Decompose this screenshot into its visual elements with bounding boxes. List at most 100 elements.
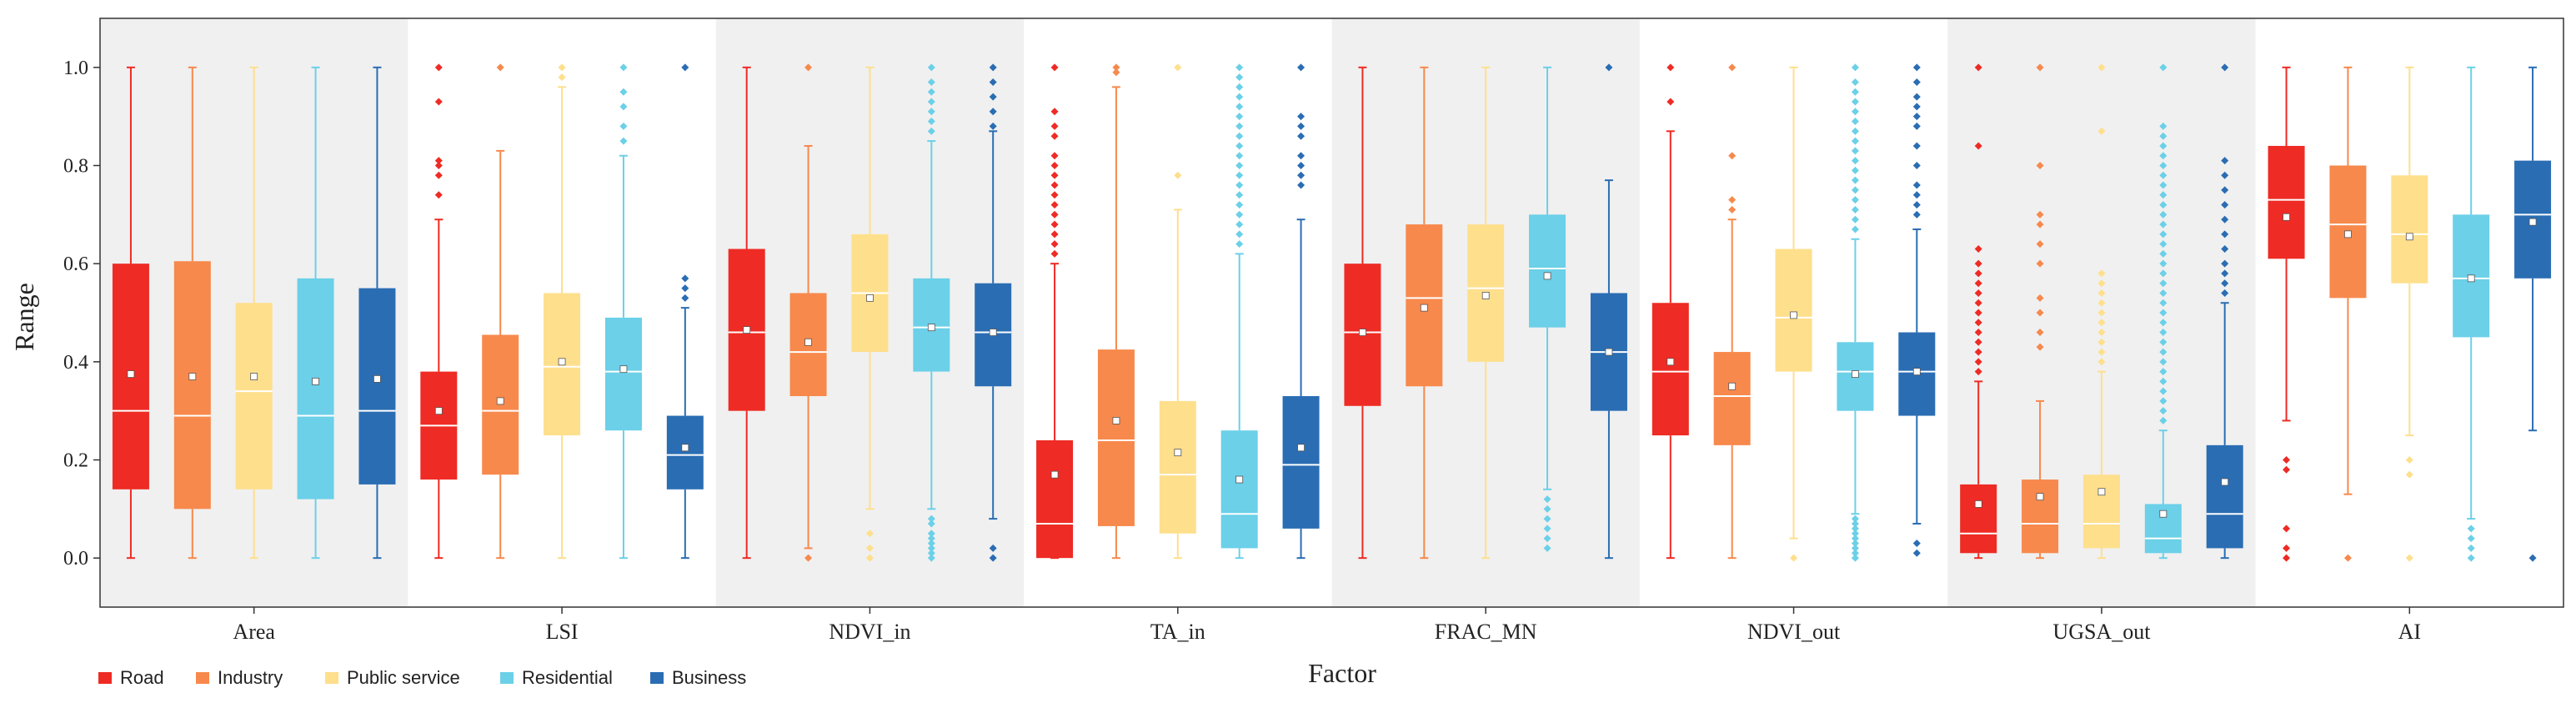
outlier-point bbox=[2159, 407, 2168, 415]
outlier-point bbox=[1235, 103, 1244, 111]
outlier-point bbox=[865, 530, 874, 538]
outlier-point bbox=[1974, 348, 1982, 356]
outlier-point bbox=[2159, 259, 2168, 268]
category-group-FRAC_MN bbox=[1344, 63, 1627, 560]
outlier-point bbox=[1050, 171, 1059, 179]
outlier-point bbox=[434, 191, 443, 199]
box-NDVI_out-Industry bbox=[1713, 63, 1751, 560]
legend-item-Public service: Public service bbox=[325, 667, 460, 688]
outlier-point bbox=[1974, 319, 1982, 327]
outlier-point bbox=[1851, 127, 1859, 135]
legend-label: Residential bbox=[522, 667, 613, 688]
outlier-point bbox=[2221, 186, 2229, 194]
outlier-point bbox=[681, 294, 689, 302]
iqr-box bbox=[482, 334, 519, 475]
outlier-point bbox=[1050, 191, 1059, 199]
outlier-point bbox=[681, 284, 689, 293]
outlier-point bbox=[2405, 456, 2413, 464]
outlier-point bbox=[1235, 220, 1244, 228]
outlier-point bbox=[927, 530, 935, 538]
outlier-point bbox=[1851, 78, 1859, 86]
axes-frame bbox=[99, 18, 2564, 608]
box-TA_in-Business bbox=[1282, 63, 1320, 560]
outlier-point bbox=[2159, 338, 2168, 346]
outlier-point bbox=[927, 549, 935, 557]
outlier-point bbox=[927, 544, 935, 552]
mean-marker bbox=[2467, 274, 2475, 283]
mean-marker bbox=[1050, 470, 1059, 479]
mean-marker bbox=[1297, 444, 1305, 452]
box-Area-Public service bbox=[235, 66, 273, 560]
outlier-point bbox=[2159, 201, 2168, 209]
outlier-point bbox=[1974, 269, 1982, 278]
outlier-point bbox=[2036, 259, 2044, 268]
outlier-point bbox=[1543, 535, 1551, 543]
outlier-point bbox=[496, 63, 504, 72]
outlier-point bbox=[2036, 63, 2044, 72]
legend: Road Industry Public service Residential Bus… bbox=[98, 667, 746, 688]
outlier-point bbox=[2159, 368, 2168, 376]
outlier-point bbox=[2159, 249, 2168, 258]
iqr-box bbox=[2022, 480, 2059, 554]
mean-marker bbox=[434, 407, 443, 415]
y-tick-label: 0.8 bbox=[63, 156, 88, 178]
iqr-box bbox=[1960, 484, 1997, 554]
outlier-point bbox=[1851, 63, 1859, 72]
outlier-point bbox=[1851, 157, 1859, 165]
outlier-point bbox=[1050, 152, 1059, 160]
box-AI-Business bbox=[2514, 66, 2552, 562]
outlier-point bbox=[2159, 191, 2168, 199]
outlier-point bbox=[2097, 63, 2106, 72]
legend-label: Industry bbox=[218, 667, 283, 688]
outlier-point bbox=[1174, 63, 1182, 72]
box-FRAC_MN-Road bbox=[1344, 66, 1381, 560]
outlier-point bbox=[1851, 530, 1859, 538]
box-AI-Residential bbox=[2453, 66, 2490, 562]
outlier-point bbox=[2221, 63, 2229, 72]
outlier-point bbox=[2159, 289, 2168, 297]
mean-marker bbox=[866, 294, 874, 302]
outlier-point bbox=[1851, 215, 1859, 223]
outlier-point bbox=[2159, 240, 2168, 249]
outlier-point bbox=[1728, 205, 1737, 213]
outlier-point bbox=[804, 554, 813, 562]
outlier-point bbox=[619, 63, 628, 72]
outlier-point bbox=[619, 137, 628, 145]
y-tick-label: 0.2 bbox=[63, 450, 88, 472]
outlier-point bbox=[2159, 377, 2168, 385]
outlier-point bbox=[1050, 181, 1059, 189]
outlier-point bbox=[2221, 289, 2229, 297]
mean-marker bbox=[373, 375, 381, 383]
outlier-point bbox=[2097, 348, 2106, 356]
outlier-point bbox=[2221, 215, 2229, 223]
outlier-point bbox=[1050, 249, 1059, 258]
outlier-point bbox=[2159, 210, 2168, 218]
legend-label: Public service bbox=[347, 667, 460, 688]
outlier-point bbox=[2159, 152, 2168, 160]
iqr-box bbox=[1036, 439, 1074, 559]
box-AI-Public service bbox=[2391, 66, 2428, 562]
box-Area-Road bbox=[112, 66, 149, 560]
outlier-point bbox=[1235, 113, 1244, 121]
box-LSI-Road bbox=[420, 63, 458, 560]
iqr-box bbox=[1529, 214, 1566, 328]
y-axis: 0.0 0.2 0.4 0.6 0.8 1.0 bbox=[63, 58, 100, 570]
outlier-point bbox=[989, 544, 997, 552]
mean-marker bbox=[1790, 311, 1797, 319]
outlier-point bbox=[927, 78, 935, 86]
outlier-point bbox=[2159, 63, 2168, 72]
mean-marker bbox=[2344, 230, 2352, 239]
mean-marker bbox=[2097, 488, 2106, 496]
outlier-point bbox=[2036, 162, 2044, 169]
y-tick-label: 0.4 bbox=[63, 352, 88, 374]
legend-item-Road: Road bbox=[98, 667, 164, 688]
mean-marker bbox=[558, 358, 566, 366]
outlier-point bbox=[1235, 210, 1244, 218]
outlier-point bbox=[1235, 73, 1244, 82]
mean-marker bbox=[804, 338, 812, 346]
box-UGSA_out-Business bbox=[2206, 63, 2243, 560]
outlier-point bbox=[1543, 525, 1551, 533]
outlier-point bbox=[1050, 240, 1059, 249]
outlier-point bbox=[2159, 171, 2168, 179]
